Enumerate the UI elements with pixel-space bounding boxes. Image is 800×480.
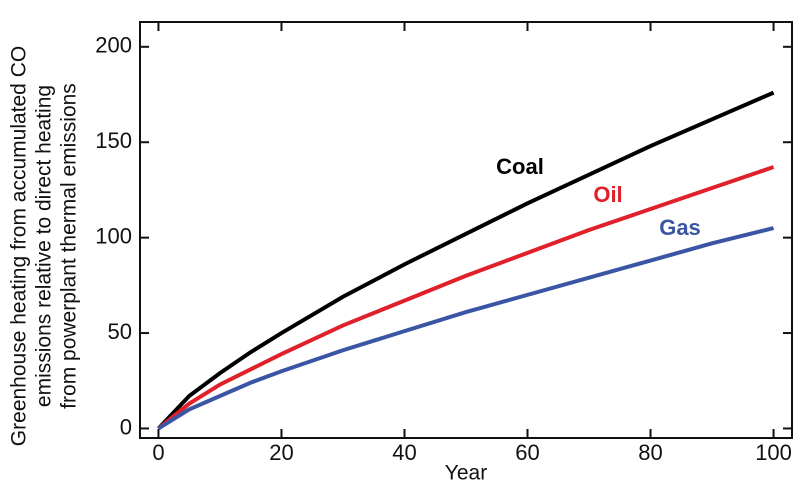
y-tick-label: 50 xyxy=(108,319,132,344)
x-tick-label: 0 xyxy=(152,440,164,465)
plot-frame xyxy=(139,21,793,439)
x-tick-label: 80 xyxy=(638,440,662,465)
y-axis-label: Greenhouse heating from accumulated CO e… xyxy=(8,46,81,446)
x-tick-label: 40 xyxy=(392,440,416,465)
y-tick-label: 200 xyxy=(95,33,132,58)
x-axis-label: Year xyxy=(445,462,487,480)
y-label-line: from powerplant thermal emissions xyxy=(58,83,81,409)
line-series xyxy=(157,165,775,431)
series-label: Coal xyxy=(496,154,544,179)
x-tick-label: 20 xyxy=(269,440,293,465)
y-tick-label: 0 xyxy=(120,414,132,439)
line-series xyxy=(157,90,775,430)
x-tick-label: 100 xyxy=(755,440,792,465)
y-label-line: emissions relative to direct heating xyxy=(33,85,56,407)
x-tick-label: 60 xyxy=(515,440,539,465)
series-label: Oil xyxy=(593,182,622,207)
y-tick-label: 100 xyxy=(95,223,132,248)
y-tick-label: 150 xyxy=(95,128,132,153)
series-label: Gas xyxy=(659,215,701,240)
y-label-line: Greenhouse heating from accumulated CO xyxy=(8,46,31,446)
line-series xyxy=(157,226,775,431)
